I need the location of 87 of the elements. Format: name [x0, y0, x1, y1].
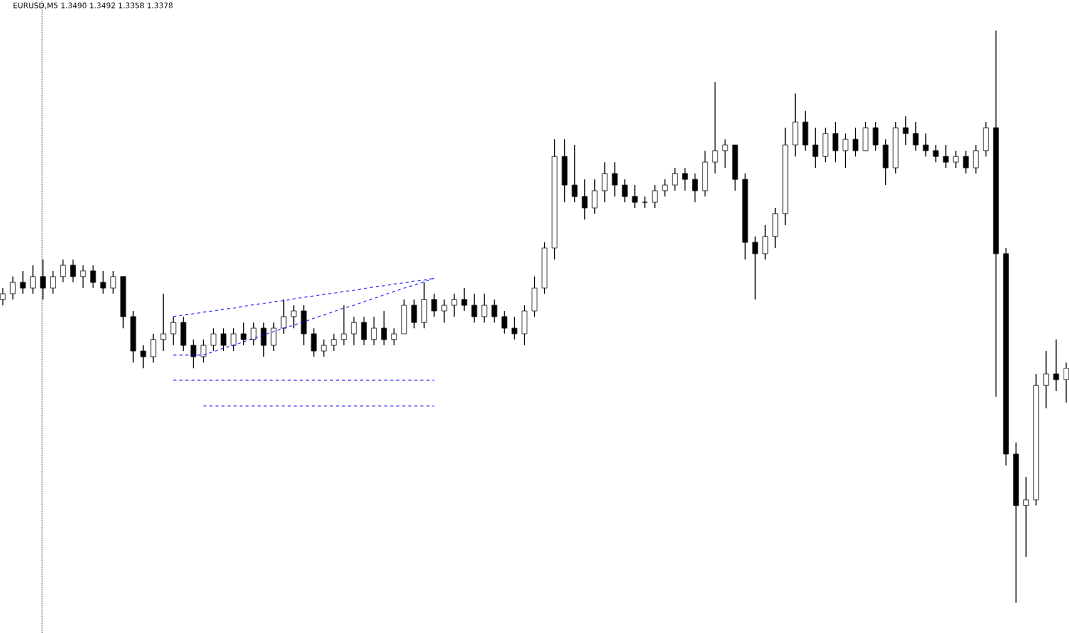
candlestick [722, 138, 728, 169]
candlestick [250, 321, 257, 346]
candlestick [361, 316, 367, 346]
candlestick [170, 316, 177, 346]
candlestick [80, 264, 86, 289]
candlestick [341, 304, 347, 346]
candlestick [662, 178, 668, 197]
candlestick [692, 172, 698, 203]
candlestick [10, 275, 16, 300]
candlestick [963, 150, 969, 174]
candlestick [270, 321, 277, 352]
candlestick [591, 178, 598, 214]
candlestick [100, 270, 106, 295]
candlestick [632, 184, 638, 209]
candlestick [812, 127, 819, 169]
candlestick [491, 298, 498, 323]
candlestick [581, 178, 588, 220]
candlestick [501, 310, 508, 335]
candlestick [331, 333, 337, 352]
candlestick [290, 304, 297, 329]
candlestick [762, 224, 769, 260]
candlestick [20, 270, 26, 295]
candlestick [983, 121, 989, 157]
candlestick [1053, 338, 1059, 392]
candlestick [260, 321, 267, 358]
candlestick [922, 132, 929, 157]
candlestick [792, 92, 799, 157]
candlestick [160, 293, 167, 352]
candlestick [381, 310, 387, 346]
candlestick [752, 235, 759, 300]
candlestick [411, 298, 417, 329]
candlestick [421, 281, 427, 329]
candlestick [852, 127, 859, 157]
candlestick [571, 144, 578, 203]
candlestick [672, 167, 678, 192]
candlestick [842, 132, 849, 169]
candlestick [220, 327, 227, 352]
candlestick [802, 109, 809, 152]
candlestick [862, 121, 869, 152]
candlestick [70, 258, 76, 283]
candlestick [391, 327, 397, 346]
candlestick [300, 304, 307, 346]
candlestick [60, 258, 66, 283]
candlestick [471, 293, 478, 323]
candlestick [822, 127, 829, 163]
candlestick [531, 275, 538, 317]
candlestick [712, 81, 718, 174]
candlestick [280, 298, 287, 335]
candlestick [641, 195, 648, 209]
candlestick [621, 178, 628, 203]
candlestick [180, 316, 187, 352]
candlestick [311, 327, 317, 358]
candlestick [240, 321, 247, 346]
candlestick [832, 121, 839, 163]
candlestick [601, 161, 608, 203]
candlestick [481, 293, 488, 323]
candlestick [190, 338, 197, 369]
candlestick [451, 293, 458, 317]
candlestick [521, 304, 528, 346]
candlestick [90, 264, 96, 289]
candlestick [150, 333, 157, 363]
candlestick [461, 287, 468, 312]
candlestick [110, 270, 116, 295]
candlestick [652, 184, 658, 209]
candlestick [611, 161, 618, 197]
candlestick [50, 270, 56, 295]
candlestick [973, 144, 979, 174]
candlestick [210, 327, 217, 352]
candlestick [200, 338, 207, 363]
candlestick [912, 121, 919, 152]
candlestick [140, 344, 147, 369]
candlestick [943, 144, 949, 169]
candlestick [230, 327, 237, 352]
candlestick [772, 207, 779, 249]
candlestick [882, 138, 889, 186]
candlestick [872, 121, 879, 152]
candlestick [351, 316, 357, 346]
candlestick [371, 316, 377, 346]
candlestick [902, 115, 909, 146]
candlestick [1063, 361, 1069, 403]
candlestick [1043, 350, 1049, 409]
candlestick [511, 316, 518, 340]
candlestick [441, 298, 448, 323]
candlestick [682, 167, 688, 192]
candlestick [431, 293, 437, 317]
candlestick [30, 264, 36, 295]
candlestick [1023, 476, 1029, 558]
